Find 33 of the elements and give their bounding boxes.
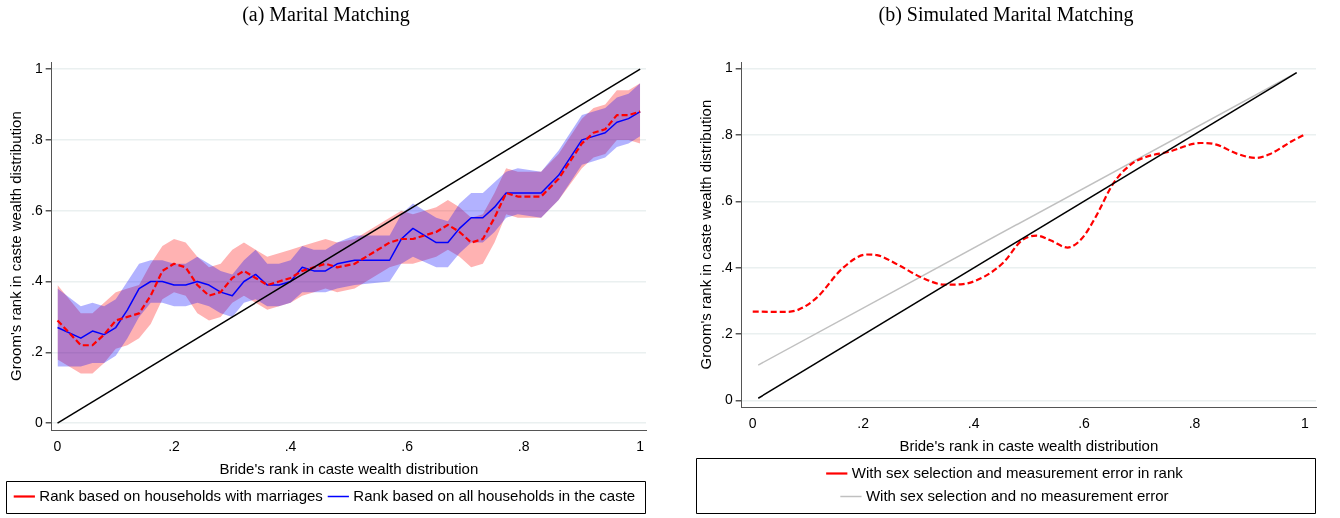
y-tick-label: .4	[30, 272, 43, 289]
chart-title: (a) Marital Matching	[242, 3, 410, 27]
y-axis-title: Groom's rank in caste wealth distribution	[697, 99, 715, 370]
y-tick-label: .2	[720, 325, 733, 342]
x-tick-label: 0	[53, 438, 62, 455]
x-tick-label: .6	[401, 438, 414, 455]
x-tick-label: .4	[284, 438, 297, 455]
legend-label: Rank based on households with marriages	[39, 486, 323, 504]
legend-label: With sex selection and measurement error in rank	[851, 463, 1184, 481]
x-axis-title: Bride's rank in caste wealth distribution	[899, 437, 1159, 455]
x-tick-label: .2	[857, 415, 870, 432]
legend-label: Rank based on all households in the caste	[353, 486, 636, 504]
x-tick-label: .6	[1078, 415, 1091, 432]
x-tick-label: .2	[168, 438, 181, 455]
x-tick-label: .8	[1188, 415, 1201, 432]
x-axis-title: Bride's rank in caste wealth distribution	[219, 460, 479, 478]
x-tick-label: 1	[636, 438, 645, 455]
legend-label: With sex selection and no measurement error	[865, 486, 1169, 504]
y-tick-label: .6	[720, 192, 733, 209]
x-tick-label: .4	[967, 415, 980, 432]
y-tick-label: .6	[30, 201, 43, 218]
x-tick-label: .8	[517, 438, 530, 455]
y-axis-title: Groom's rank in caste wealth distribution	[7, 111, 25, 381]
y-tick-label: .8	[30, 130, 43, 147]
chart-title: (b) Simulated Marital Matching	[878, 3, 1134, 27]
y-tick-label: 1	[724, 59, 733, 76]
y-tick-label: 0	[724, 391, 733, 408]
x-tick-label: 1	[1301, 415, 1310, 432]
y-tick-label: .8	[720, 125, 733, 142]
y-tick-label: 1	[34, 59, 43, 76]
y-tick-label: .4	[720, 258, 733, 275]
y-tick-label: .2	[30, 343, 43, 360]
x-tick-label: 0	[748, 415, 757, 432]
